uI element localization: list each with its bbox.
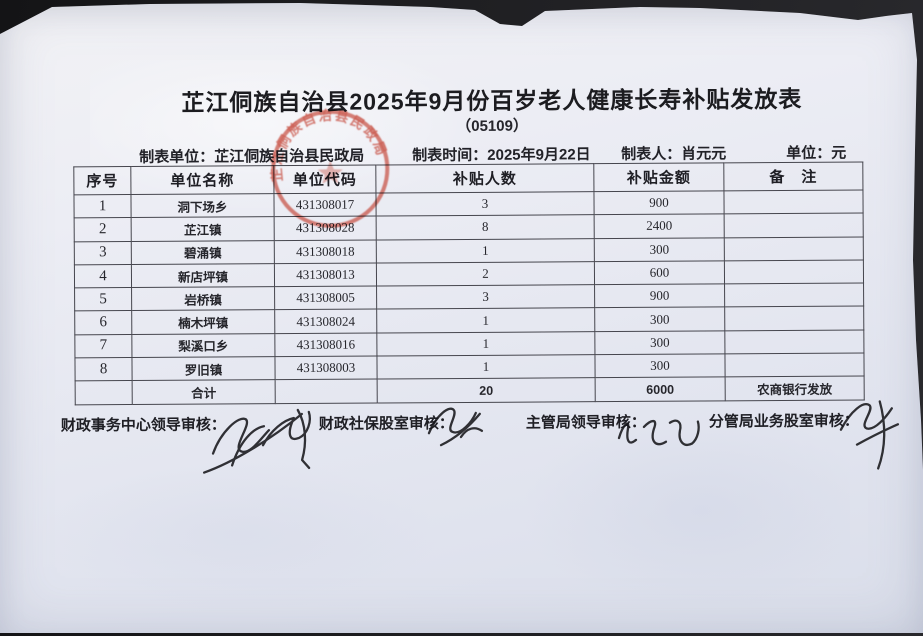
table-cell bbox=[723, 190, 864, 215]
table-cell: 431308005 bbox=[274, 286, 377, 311]
table-cell: 1 bbox=[73, 194, 132, 219]
table-cell: 20 bbox=[377, 378, 596, 403]
seal-star-icon bbox=[317, 160, 343, 184]
table-cell: 431308003 bbox=[274, 356, 378, 381]
table-cell: 431308024 bbox=[274, 309, 377, 334]
table-cell: 1 bbox=[376, 331, 595, 357]
table-cell: 2 bbox=[376, 261, 595, 287]
table-cell: 洞下场乡 bbox=[130, 193, 275, 218]
table-cell: 900 bbox=[593, 190, 725, 215]
table-cell: 7 bbox=[74, 334, 132, 358]
table-cell: 碧涌镇 bbox=[131, 240, 275, 265]
footer-label-bureau-leader: 主管局领导审核： bbox=[525, 413, 646, 432]
header-cell: 备 注 bbox=[723, 162, 863, 191]
table-cell: 新店坪镇 bbox=[131, 263, 275, 288]
table-cell: 合计 bbox=[132, 380, 276, 405]
table-cell: 1 bbox=[376, 354, 596, 380]
table-cell: 6 bbox=[74, 310, 132, 335]
header-cell: 序号 bbox=[73, 166, 131, 195]
table-cell: 梨溪口乡 bbox=[131, 333, 275, 358]
subsidy-table: 序号 单位名称 单位代码 补贴人数 补贴金额备 注 1 洞下场乡 431308017 3 900… bbox=[73, 162, 865, 405]
table-cell: 8 bbox=[376, 214, 595, 240]
table-cell: 431308018 bbox=[274, 239, 377, 264]
table-cell bbox=[724, 329, 864, 354]
table-cell: 431308016 bbox=[274, 332, 377, 357]
table-cell: 岩桥镇 bbox=[131, 286, 275, 311]
table-cell: 6000 bbox=[595, 377, 726, 402]
table-cell: 900 bbox=[594, 284, 725, 309]
footer-label-finance-center: 财政事务中心领导审核： bbox=[60, 416, 226, 435]
table-cell: 楠木坪镇 bbox=[131, 310, 275, 335]
table-cell: 农商银行发放 bbox=[725, 376, 865, 401]
document-subtitle: （05109） bbox=[456, 117, 528, 136]
table-cell bbox=[724, 213, 864, 238]
footer-label-social-security-office: 财政社保股室审核： bbox=[318, 415, 454, 433]
table-cell: 300 bbox=[594, 330, 725, 355]
table-cell bbox=[75, 380, 133, 405]
table-cell bbox=[724, 353, 865, 378]
table-cell: 300 bbox=[594, 307, 725, 332]
footer-label-division-office: 分管局业务股室审核： bbox=[708, 412, 859, 431]
table-cell bbox=[724, 283, 864, 308]
table-cell bbox=[275, 379, 378, 404]
table-cell: 300 bbox=[594, 353, 726, 379]
table-cell: 431308013 bbox=[274, 262, 377, 287]
table-cell: 2 bbox=[74, 217, 132, 242]
table-cell: 2400 bbox=[594, 214, 725, 239]
table-cell: 4 bbox=[74, 264, 132, 289]
table-cell bbox=[724, 236, 864, 261]
table-cell: 300 bbox=[594, 237, 725, 262]
table-cell: 芷江镇 bbox=[131, 216, 275, 242]
table-cell: 5 bbox=[74, 287, 132, 312]
table-cell bbox=[724, 306, 864, 331]
table-cell: 600 bbox=[594, 260, 725, 285]
table-cell: 1 bbox=[376, 238, 595, 263]
meta-preparer: 制表人：肖元元 bbox=[621, 145, 727, 164]
header-cell: 补贴金额 bbox=[593, 162, 724, 192]
table-cell: 3 bbox=[376, 284, 595, 310]
total-row: 合计 20 6000 农商银行发放 bbox=[75, 376, 865, 405]
table-cell: 罗旧镇 bbox=[131, 356, 276, 381]
table-cell bbox=[724, 259, 864, 285]
table-cell: 8 bbox=[74, 357, 133, 382]
table-cell: 3 bbox=[74, 241, 132, 265]
seal-circle bbox=[271, 109, 390, 228]
header-cell: 单位名称 bbox=[130, 165, 274, 195]
header-cell: 补贴人数 bbox=[375, 163, 594, 194]
table-cell: 1 bbox=[376, 308, 595, 333]
meta-currency-unit: 单位：元 bbox=[786, 144, 847, 163]
table-cell: 3 bbox=[375, 191, 595, 217]
official-seal-stamp: 芷江侗族自治县民政局 bbox=[268, 106, 390, 228]
meta-prepared-date: 制表时间：2025年9月22日 bbox=[412, 146, 591, 165]
